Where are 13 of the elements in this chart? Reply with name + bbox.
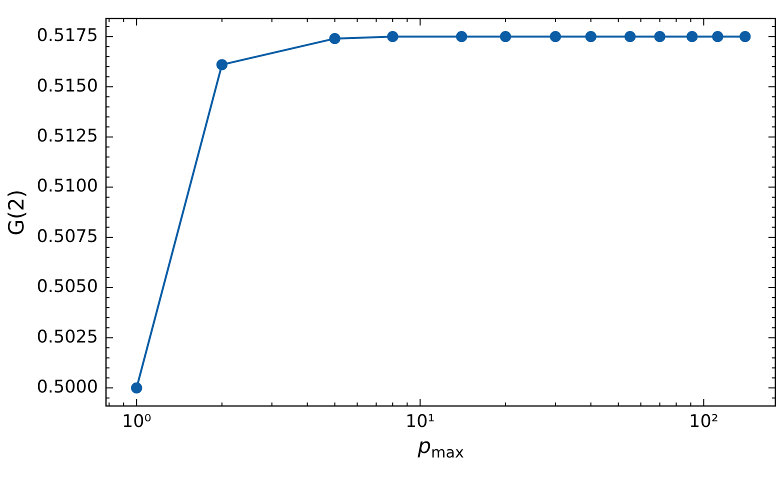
y-tick-label: 0.5125: [36, 126, 98, 147]
y-tick-label: 0.5100: [36, 176, 98, 197]
y-tick-label: 0.5000: [36, 377, 98, 398]
y-tick-label: 0.5150: [36, 76, 98, 96]
y-tick-label: 0.5175: [36, 26, 98, 46]
x-tick-label: 10⁰: [122, 412, 152, 432]
y-axis-title: G(2): [4, 189, 29, 236]
x-tick-label: 10²: [689, 412, 718, 432]
y-tick-label: 0.5050: [36, 277, 98, 298]
x-tick-label: 10¹: [406, 412, 435, 432]
y-tick-label: 0.5025: [36, 327, 98, 348]
x-axis-title: p$_{max}$: [418, 434, 464, 462]
y-tick-label: 0.5075: [36, 226, 98, 247]
